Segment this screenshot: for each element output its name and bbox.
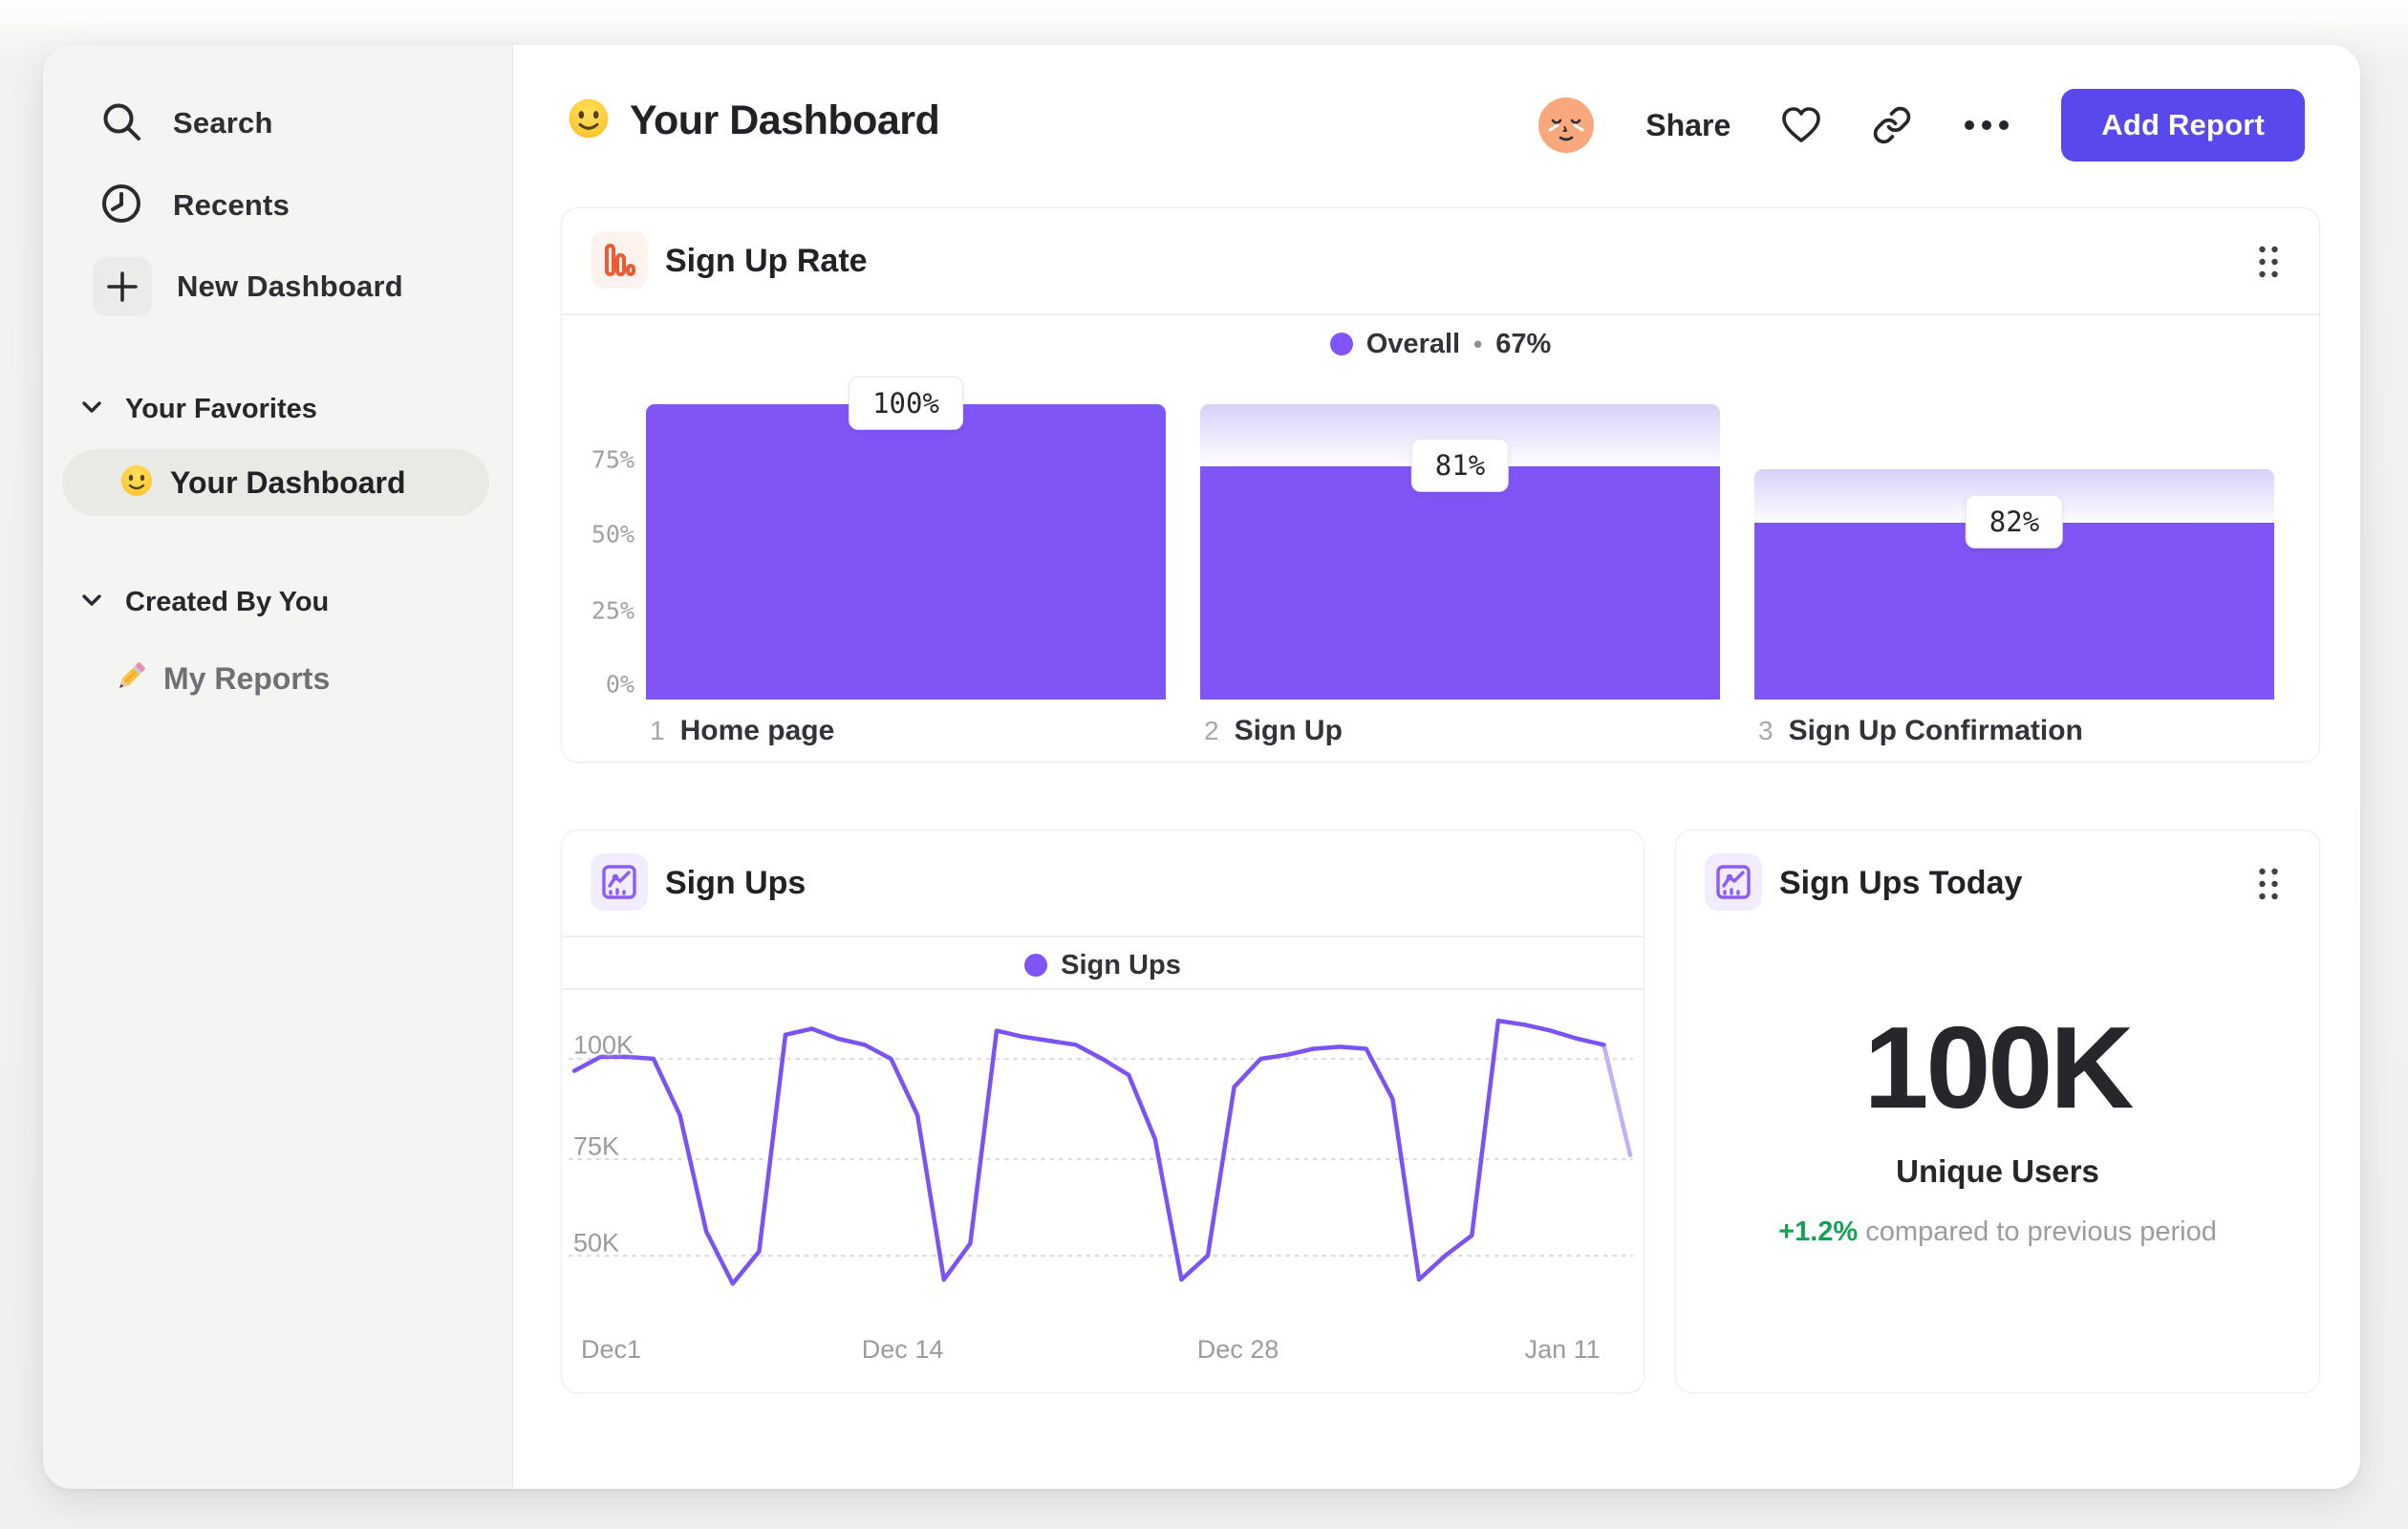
smiley-emoji [119, 463, 154, 503]
kpi-value: 100K [1863, 1002, 2135, 1132]
step-number: 1 [650, 716, 665, 745]
y-axis-tick: 100K [573, 1030, 634, 1060]
funnel-bar-fill [1754, 522, 2274, 700]
funnel-bar-sign-up-confirmation[interactable]: 82% [1754, 404, 2274, 700]
funnel-step-label: 3 Sign Up Confirmation [1754, 715, 2274, 747]
funnel-bar-sign-up[interactable]: 81% [1200, 404, 1720, 700]
kpi-delta-caption: compared to previous period [1865, 1217, 2217, 1247]
y-axis-tick: 75% [591, 445, 634, 474]
funnel-bar-fill [1200, 465, 1720, 700]
step-number: 3 [1758, 716, 1774, 745]
legend-series-label: Overall [1365, 328, 1461, 359]
smiley-emoji [567, 97, 611, 145]
clock-icon [98, 181, 144, 231]
sidebar-item-your-dashboard[interactable]: Your Dashboard [62, 449, 489, 516]
legend-series-label: Sign Ups [1061, 949, 1181, 980]
sidebar-item-label: New Dashboard [177, 269, 403, 303]
x-axis-tick: Dec 14 [861, 1335, 944, 1364]
y-axis-tick: 50K [573, 1228, 620, 1258]
legend-dot [1024, 954, 1048, 977]
kpi-metric-label: Unique Users [1896, 1153, 2099, 1189]
avatar[interactable] [1537, 96, 1596, 155]
sign-ups-card: Sign Ups Sign Ups 100K 75K 50K [561, 829, 1645, 1393]
section-title: Your Favorites [125, 394, 317, 424]
drag-handle-icon[interactable] [2258, 867, 2279, 906]
y-axis-tick: 50% [591, 520, 634, 549]
line-plot-area[interactable]: 100K 75K 50K [562, 995, 1644, 1334]
more-options-icon[interactable] [1962, 118, 2011, 133]
sign-up-rate-card: Sign Up Rate Overall • 67% 75% 50% 25% 0… [561, 207, 2320, 763]
link-icon[interactable] [1872, 105, 1912, 145]
funnel-step-label: 1 Home page [646, 715, 1166, 747]
sidebar-section-your-favorites[interactable]: Your Favorites [81, 394, 317, 425]
main-content: Your Dashboard Share Add Report [513, 45, 2360, 1489]
app-window: Search Recents New Dashboard Your Favori… [43, 45, 2360, 1489]
sidebar-item-search[interactable]: Search [98, 99, 273, 147]
sidebar-item-label: Your Dashboard [170, 464, 406, 500]
x-axis-tick: Dec1 [581, 1335, 642, 1364]
step-number: 2 [1204, 716, 1219, 745]
y-axis-tick: 75K [573, 1131, 620, 1161]
step-name: Sign Up [1234, 715, 1343, 746]
x-axis-tick: Jan 11 [1524, 1335, 1601, 1364]
y-axis-tick: 0% [605, 670, 634, 699]
y-axis-tick: 25% [591, 596, 634, 625]
kpi-delta-value: +1.2% [1778, 1217, 1859, 1247]
card-title: Sign Up Rate [665, 242, 868, 279]
funnel-plot-area: 75% 50% 25% 0% [562, 404, 2319, 700]
pencil-emoji [113, 658, 149, 700]
sidebar-item-label: Recents [173, 188, 290, 222]
x-axis-tick: Dec 28 [1196, 1335, 1279, 1364]
sidebar-item-my-reports[interactable]: My Reports [113, 650, 330, 707]
funnel-value-tooltip: 81% [1410, 438, 1510, 492]
sidebar-item-label: Search [173, 106, 273, 140]
legend-separator: • [1473, 329, 1483, 358]
search-icon [98, 98, 144, 149]
line-chart-icon [591, 853, 648, 911]
line-chart-svg [568, 1018, 1634, 1286]
funnel-bar-fill [646, 404, 1166, 700]
funnel-value-tooltip: 82% [1965, 494, 2064, 549]
funnel-bar-home-page[interactable]: 100% [646, 376, 1166, 700]
legend-dot [1329, 333, 1353, 355]
sidebar-item-new-dashboard[interactable]: New Dashboard [93, 257, 403, 316]
sign-ups-today-card: Sign Ups Today 100K Unique Users +1.2% c… [1675, 829, 2320, 1393]
chevron-down-icon [81, 593, 102, 612]
line-legend[interactable]: Sign Ups [562, 943, 1644, 987]
add-report-button[interactable]: Add Report [2061, 89, 2305, 162]
kpi-delta: +1.2% compared to previous period [1676, 1217, 2319, 1248]
funnel-legend[interactable]: Overall • 67% [562, 327, 2319, 361]
page-title: Your Dashboard [630, 97, 940, 143]
section-title: Created By You [125, 587, 330, 617]
card-title: Sign Ups Today [1779, 864, 2023, 901]
funnel-value-tooltip: 100% [849, 376, 963, 430]
funnel-step-label: 2 Sign Up [1200, 715, 1720, 747]
page-header: Your Dashboard Share Add Report [513, 45, 2360, 207]
heart-icon[interactable] [1780, 106, 1822, 144]
card-title: Sign Ups [665, 864, 806, 901]
sidebar-item-recents[interactable]: Recents [98, 182, 290, 229]
legend-value: 67% [1495, 328, 1552, 359]
sidebar-section-created-by-you[interactable]: Created By You [81, 587, 329, 618]
funnel-chart-icon [591, 231, 648, 289]
drag-handle-icon[interactable] [2258, 245, 2279, 284]
plus-icon [93, 257, 152, 316]
sidebar: Search Recents New Dashboard Your Favori… [43, 45, 513, 1489]
sidebar-item-label: My Reports [163, 660, 331, 696]
step-name: Sign Up Confirmation [1788, 715, 2083, 746]
chevron-down-icon [81, 400, 102, 419]
share-button[interactable]: Share [1645, 107, 1731, 142]
line-chart-icon [1705, 853, 1762, 911]
step-name: Home page [679, 715, 835, 746]
